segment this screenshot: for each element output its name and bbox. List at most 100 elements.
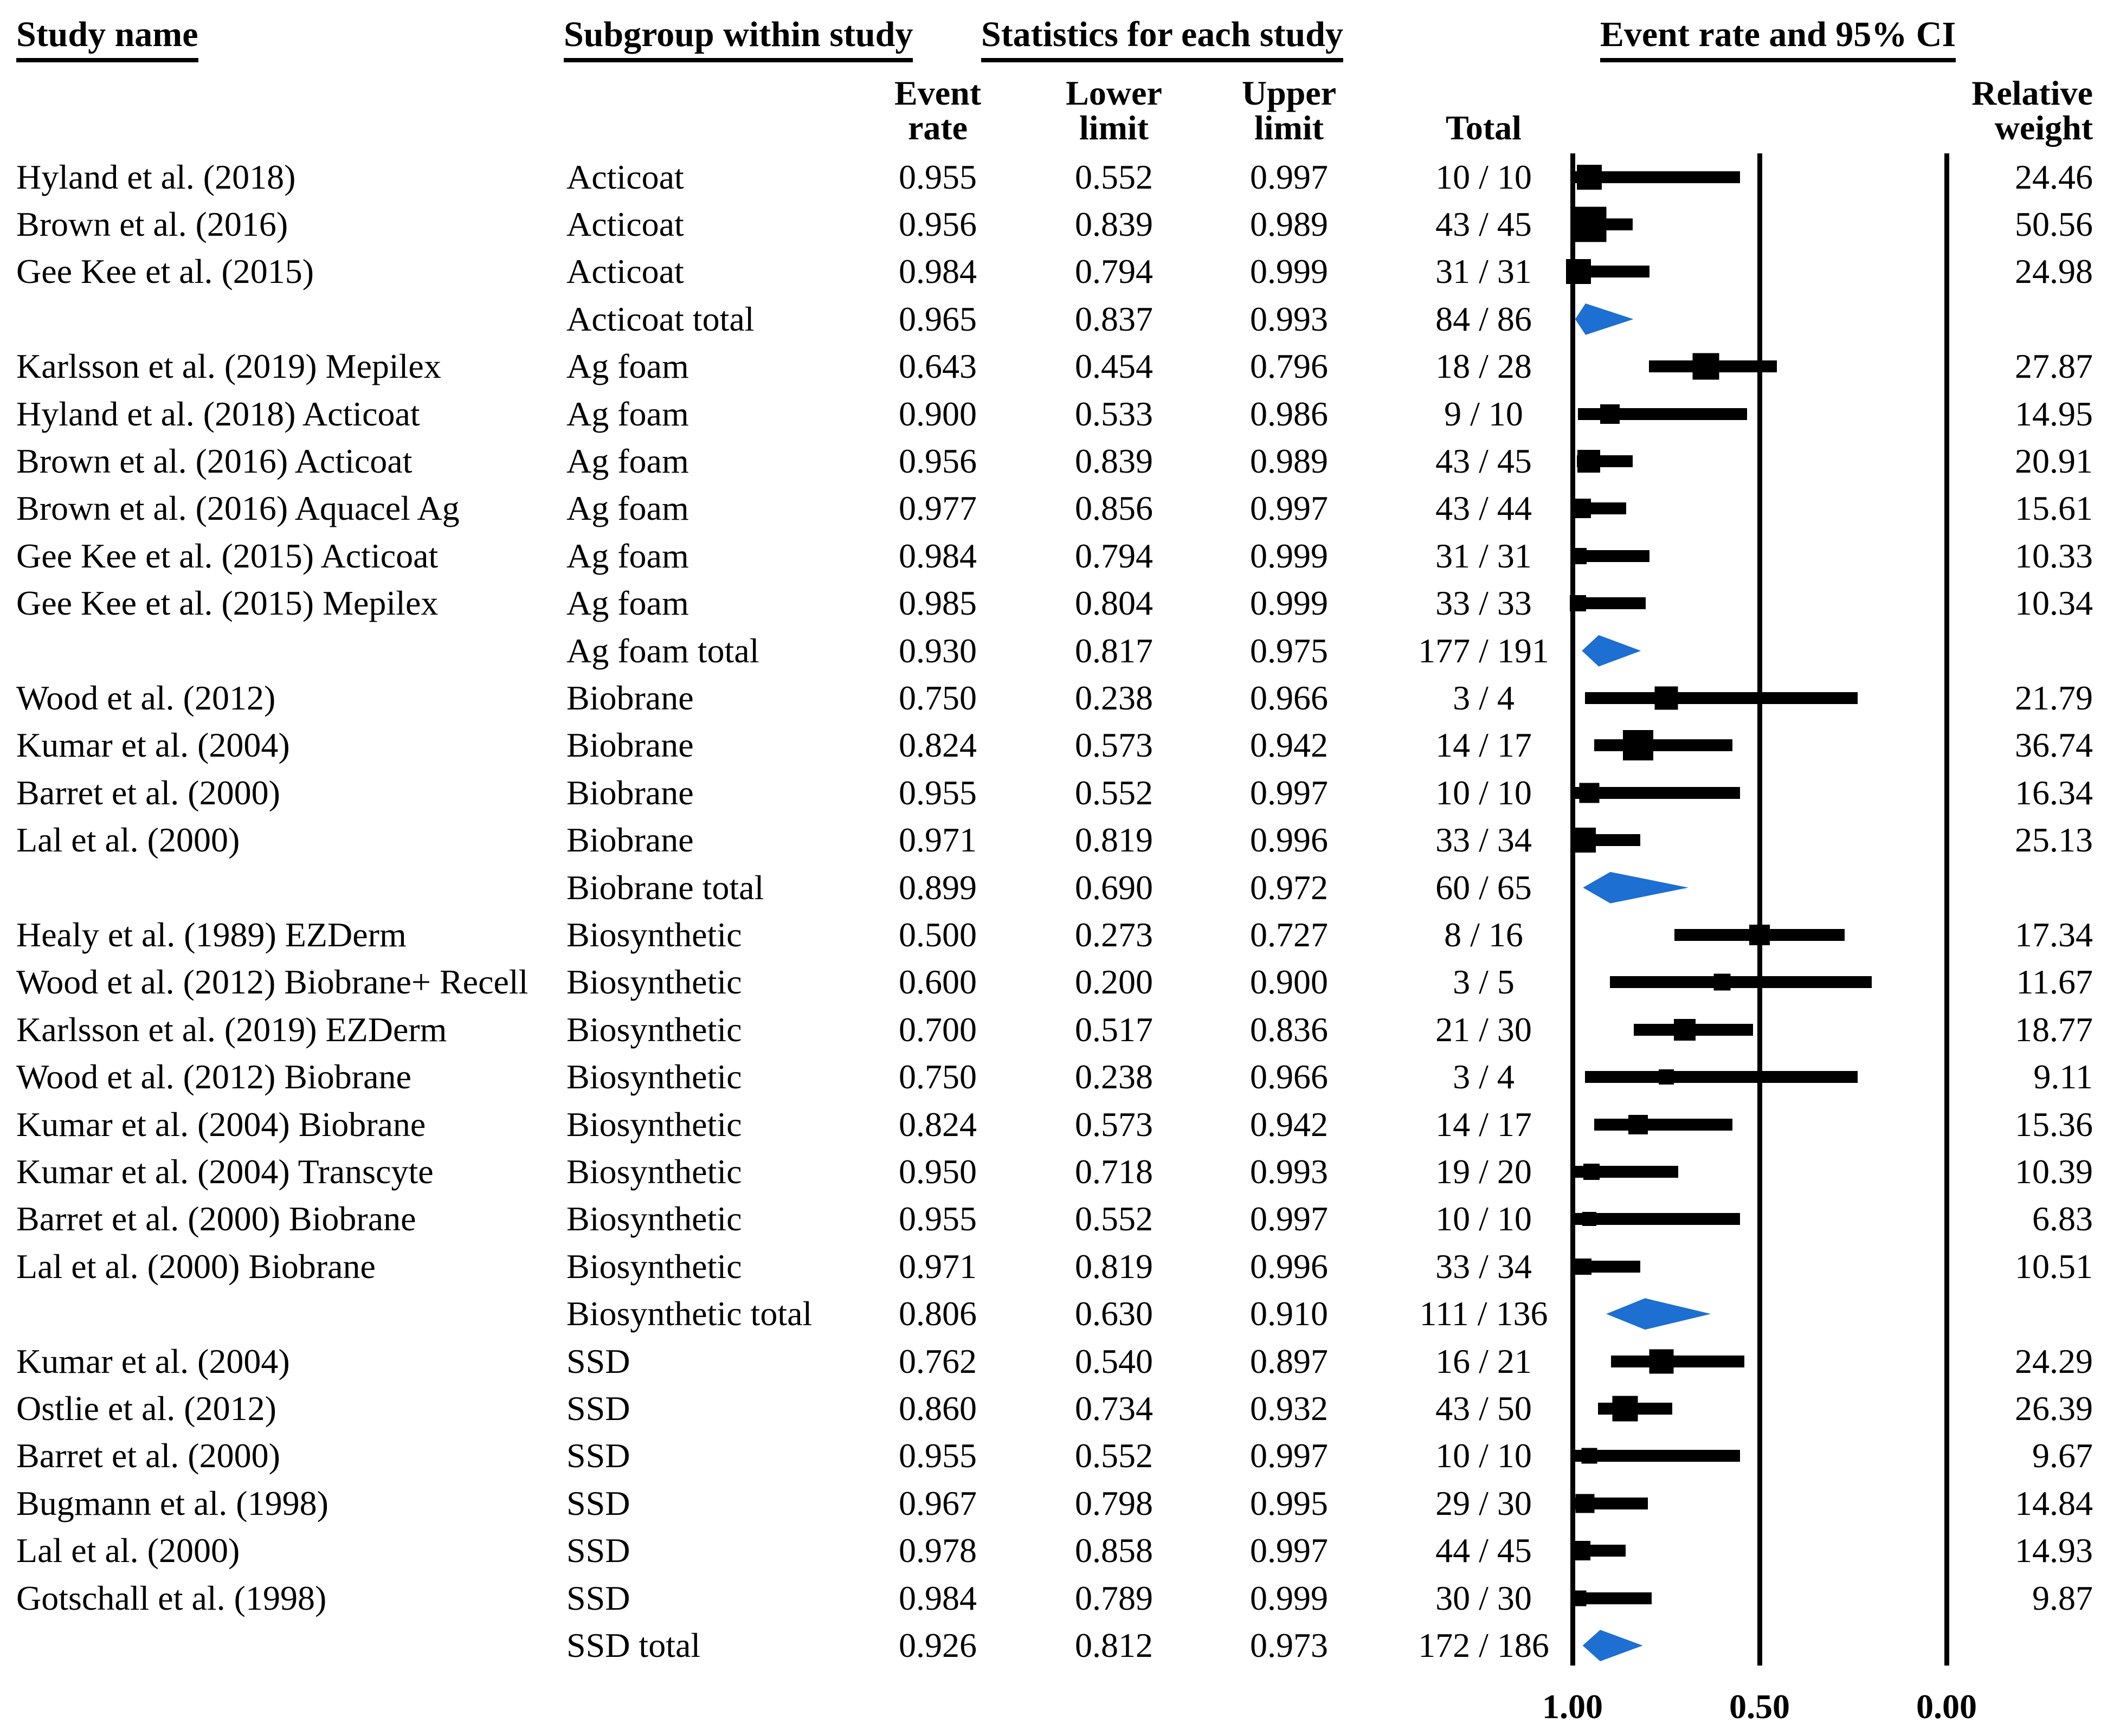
forest-row: Gee Kee et al. (2015) Acticoat 0.984 0.794 0… bbox=[0, 248, 2120, 295]
point-estimate-square bbox=[1674, 1018, 1696, 1041]
upper-limit-value: 0.986 bbox=[1250, 394, 1328, 433]
event-rate-value: 0.930 bbox=[899, 631, 977, 670]
subgroup-label: SSD bbox=[566, 1436, 630, 1475]
upper-limit-value: 0.999 bbox=[1250, 252, 1328, 291]
forest-row: Wood et al. (2012) Biobrane+ Recell Biosy… bbox=[0, 959, 2120, 1006]
relative-weight-value: 10.34 bbox=[2015, 584, 2093, 623]
total-value: 43 / 50 bbox=[1435, 1389, 1532, 1428]
lower-limit-value: 0.837 bbox=[1075, 299, 1153, 338]
total-value: 60 / 65 bbox=[1435, 868, 1532, 907]
ci-plot-cell bbox=[1573, 295, 1947, 343]
total-value: 31 / 31 bbox=[1435, 536, 1532, 575]
total-value: 30 / 30 bbox=[1435, 1578, 1532, 1617]
upper-limit-value: 0.999 bbox=[1250, 1578, 1328, 1617]
upper-limit-value: 0.897 bbox=[1250, 1341, 1328, 1380]
point-estimate-square bbox=[1575, 1258, 1591, 1275]
lower-limit-value: 0.839 bbox=[1075, 442, 1153, 481]
lower-limit-value: 0.573 bbox=[1075, 726, 1153, 765]
lower-limit-value: 0.573 bbox=[1075, 1105, 1153, 1144]
subgroup-label: Ag foam total bbox=[566, 631, 759, 670]
upper-limit-value: 0.996 bbox=[1250, 1247, 1328, 1286]
ci-plot-cell bbox=[1573, 343, 1947, 390]
lower-limit-value: 0.238 bbox=[1075, 1057, 1153, 1096]
summary-diamond bbox=[1583, 872, 1689, 904]
subgroup-label: Biobrane bbox=[566, 821, 694, 860]
upper-limit-value: 0.989 bbox=[1250, 442, 1328, 481]
forest-row: Barret et al. (2000) Biobrane Biosyntheti… bbox=[0, 1196, 2120, 1243]
relative-weight-value: 14.84 bbox=[2015, 1483, 2093, 1522]
total-value: 8 / 16 bbox=[1444, 915, 1523, 954]
forest-row: Karlsson et al. (2019) EZDerm Biosyntheti… bbox=[0, 1006, 2120, 1053]
forest-row-subtotal: SSD total 0.926 0.812 0.973 172 / 186 bbox=[0, 1622, 2120, 1669]
study-name-label: Barret et al. (2000) bbox=[16, 1436, 280, 1475]
ci-whisker bbox=[1574, 1450, 1741, 1462]
upper-limit-value: 0.996 bbox=[1250, 821, 1328, 860]
point-estimate-square bbox=[1575, 1494, 1595, 1513]
subgroup-label: Biobrane total bbox=[566, 868, 764, 907]
study-name-label: Gotschall et al. (1998) bbox=[16, 1578, 327, 1617]
column-header-statistics: Statistics for each study bbox=[981, 14, 1343, 62]
upper-limit-value: 0.995 bbox=[1250, 1483, 1328, 1522]
study-name-label: Ostlie et al. (2012) bbox=[16, 1389, 276, 1428]
event-rate-value: 0.978 bbox=[899, 1531, 977, 1570]
ci-whisker bbox=[1594, 1118, 1732, 1131]
upper-limit-value: 0.975 bbox=[1250, 631, 1328, 670]
subgroup-label: Biosynthetic bbox=[566, 1152, 742, 1191]
ci-plot-cell bbox=[1573, 1385, 1947, 1432]
event-rate-value: 0.955 bbox=[899, 773, 977, 812]
point-estimate-square bbox=[1566, 259, 1591, 285]
subgroup-label: Ag foam bbox=[566, 394, 689, 433]
total-value: 29 / 30 bbox=[1435, 1483, 1532, 1522]
total-value: 44 / 45 bbox=[1435, 1531, 1532, 1570]
x-axis-tick-label: 0.00 bbox=[1916, 1687, 1977, 1726]
event-rate-value: 0.956 bbox=[899, 442, 977, 481]
lower-limit-value: 0.718 bbox=[1075, 1152, 1153, 1191]
forest-row: Ostlie et al. (2012) SSD 0.860 0.734 0.932 43… bbox=[0, 1385, 2120, 1432]
forest-row: Wood et al. (2012) Biobrane 0.750 0.238 0.96… bbox=[0, 674, 2120, 721]
upper-limit-value: 0.997 bbox=[1250, 773, 1328, 812]
study-name-label: Lal et al. (2000) bbox=[16, 1531, 240, 1570]
point-estimate-square bbox=[1692, 353, 1719, 380]
point-estimate-square bbox=[1654, 686, 1678, 710]
forest-row: Karlsson et al. (2019) Mepilex Ag foam 0.6… bbox=[0, 343, 2120, 390]
total-value: 21 / 30 bbox=[1435, 1010, 1532, 1049]
point-estimate-square bbox=[1571, 499, 1591, 519]
forest-row: Brown et al. (2016) Acticoat Ag foam 0.956… bbox=[0, 437, 2120, 485]
event-rate-value: 0.955 bbox=[899, 1199, 977, 1238]
lower-limit-value: 0.819 bbox=[1075, 821, 1153, 860]
forest-row: Barret et al. (2000) Biobrane 0.955 0.552 0.… bbox=[0, 769, 2120, 816]
relative-weight-value: 24.29 bbox=[2015, 1341, 2093, 1380]
forest-row: Gotschall et al. (1998) SSD 0.984 0.789 0.99… bbox=[0, 1574, 2120, 1622]
subgroup-label: Acticoat bbox=[566, 252, 684, 291]
study-name-label bbox=[16, 1622, 564, 1669]
upper-limit-value: 0.836 bbox=[1250, 1010, 1328, 1049]
relative-weight-value: 15.36 bbox=[2015, 1105, 2093, 1144]
summary-diamond bbox=[1582, 1630, 1643, 1662]
event-rate-value: 0.750 bbox=[899, 1057, 977, 1096]
upper-limit-value: 0.932 bbox=[1250, 1389, 1328, 1428]
point-estimate-square bbox=[1579, 783, 1600, 803]
study-name-label: Lal et al. (2000) bbox=[16, 821, 240, 860]
ci-plot-cell bbox=[1573, 1101, 1947, 1148]
relative-weight-value: 11.67 bbox=[2016, 963, 2093, 1002]
event-rate-value: 0.806 bbox=[899, 1294, 977, 1333]
study-name-label: Hyland et al. (2018) bbox=[16, 157, 296, 196]
forest-row: Hyland et al. (2018) Acticoat 0.955 0.552 0.… bbox=[0, 153, 2120, 201]
ci-whisker bbox=[1610, 976, 1872, 989]
total-value: 16 / 21 bbox=[1435, 1341, 1532, 1380]
event-rate-value: 0.926 bbox=[899, 1626, 977, 1665]
study-name-label: Kumar et al. (2004) bbox=[16, 726, 290, 765]
study-name-label: Lal et al. (2000) Biobrane bbox=[16, 1247, 376, 1286]
ci-whisker bbox=[1574, 786, 1741, 799]
ci-plot-cell bbox=[1571, 817, 1947, 864]
point-estimate-square bbox=[1658, 1069, 1674, 1085]
relative-weight-value: 27.87 bbox=[2015, 347, 2093, 386]
relative-weight-value bbox=[1930, 1290, 2093, 1338]
total-value: 10 / 10 bbox=[1435, 157, 1532, 196]
relative-weight-value: 25.13 bbox=[2015, 821, 2093, 860]
x-axis-tick-label: 1.00 bbox=[1542, 1687, 1603, 1726]
study-name-label: Gee Kee et al. (2015) bbox=[16, 252, 314, 291]
event-rate-value: 0.899 bbox=[899, 868, 977, 907]
event-rate-value: 0.984 bbox=[899, 1578, 977, 1617]
